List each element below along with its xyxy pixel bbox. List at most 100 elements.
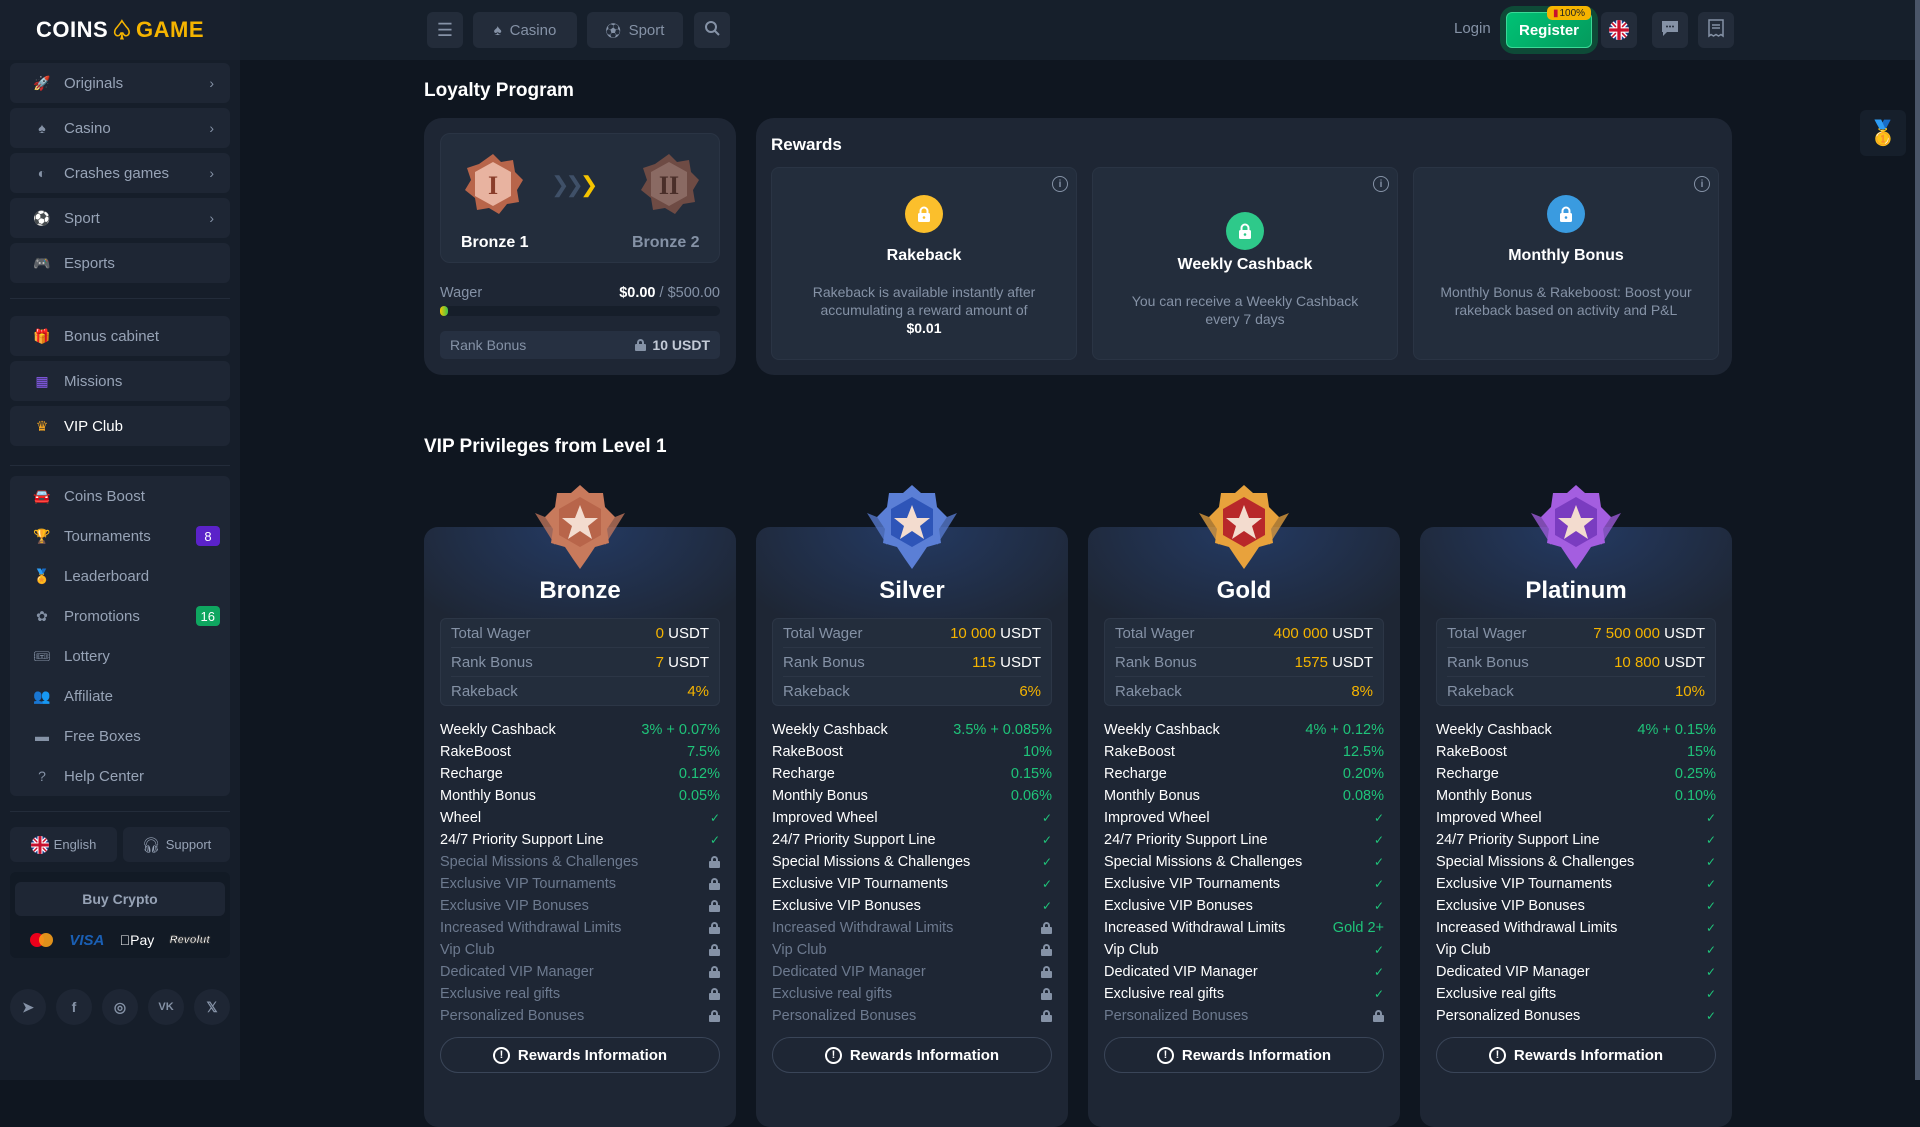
buy-crypto-button[interactable]: Buy Crypto (15, 882, 225, 916)
instagram-icon[interactable]: ◎ (102, 989, 138, 1025)
scrollbar[interactable] (1915, 0, 1920, 1080)
search-button[interactable] (694, 12, 730, 48)
info-icon[interactable]: i (1373, 176, 1389, 192)
login-link[interactable]: Login (1454, 20, 1491, 37)
lock-icon (635, 339, 647, 351)
feature-row: Vip Club (772, 939, 1052, 961)
telegram-icon[interactable]: ➤ (10, 989, 46, 1025)
wager-label: Wager (440, 285, 483, 301)
crown-icon: ♛ (35, 417, 49, 434)
lock-icon (1041, 944, 1052, 956)
sport-tab[interactable]: ⚽︎ Sport (587, 12, 683, 48)
feature-row: Recharge 0.15% (772, 766, 1052, 782)
bet-slip-button[interactable] (1698, 12, 1734, 48)
sidebar-item-coins-boost[interactable]: 🚘 Coins Boost (33, 487, 145, 505)
feature-list: Weekly Cashback 4% + 0.15% RakeBoost 15% Rec… (1436, 719, 1716, 1027)
feature-row: Improved Wheel ✓ (1104, 810, 1384, 826)
language-switcher[interactable] (1601, 12, 1637, 48)
rank-bonus-row: Rank Bonus 10 USDT (440, 331, 720, 359)
sidebar-item-vip-club[interactable]: ♛ VIP Club (10, 406, 230, 446)
info-icon[interactable]: i (1052, 176, 1068, 192)
language-button[interactable]: English (10, 827, 117, 862)
feature-row: Personalized Bonuses ✓ (1436, 1008, 1716, 1024)
lock-icon (1041, 922, 1052, 934)
logo[interactable]: COINS ♤ GAME (0, 0, 240, 60)
sidebar-item-sport[interactable]: ⚽ Sport › (10, 198, 230, 238)
lock-icon (709, 944, 720, 956)
sidebar-item-bonus-cabinet[interactable]: 🎁 Bonus cabinet (10, 316, 230, 356)
sidebar-item-missions[interactable]: ▦ Missions (10, 361, 230, 401)
hamburger-icon: ☰ (436, 19, 454, 40)
rewards-information-button[interactable]: ! Rewards Information (1436, 1037, 1716, 1073)
menu-button[interactable]: ☰ (427, 12, 463, 48)
sidebar-item-casino[interactable]: ♠ Casino › (10, 108, 230, 148)
tier-name: Bronze (539, 577, 621, 604)
feature-row: RakeBoost 12.5% (1104, 744, 1384, 760)
facebook-icon[interactable]: f (56, 989, 92, 1025)
check-icon: ✓ (1705, 899, 1716, 913)
medal-icon: 🏅 (33, 567, 51, 584)
lock-icon (709, 878, 720, 890)
feature-row: Exclusive VIP Bonuses ✓ (1104, 898, 1384, 914)
chat-button[interactable] (1652, 12, 1688, 48)
feature-row: Increased Withdrawal Limits ✓ (1436, 920, 1716, 936)
reward-card-weekly-cashback[interactable]: i Weekly Cashback You can receive a Week… (1092, 167, 1398, 360)
check-icon: ✓ (1705, 833, 1716, 847)
sidebar-item-promotions[interactable]: ✿ Promotions 16 (10, 596, 230, 636)
feature-list: Weekly Cashback 3.5% + 0.085% RakeBoost 10%… (772, 719, 1052, 1027)
spade-logo-icon: ♤ (110, 14, 134, 45)
tournament-icon: 🏆 (33, 527, 51, 544)
platinum-badge-icon (1531, 485, 1621, 569)
rewards-information-button[interactable]: ! Rewards Information (772, 1037, 1052, 1073)
info-icon[interactable]: i (1694, 176, 1710, 192)
check-icon: ✓ (1041, 899, 1052, 913)
count-badge: 16 (195, 606, 220, 626)
bronze-badge-icon (535, 485, 625, 569)
vk-icon[interactable]: VK (148, 989, 184, 1025)
sidebar-item-originals[interactable]: 🚀 Originals › (10, 63, 230, 103)
exclamation-icon: ! (1156, 1046, 1174, 1064)
svg-text:I: I (488, 171, 498, 200)
box-icon: ▬ (35, 728, 49, 744)
car-icon: 🚘 (33, 487, 51, 504)
check-icon: ✓ (1041, 833, 1052, 847)
gold-badge-icon (1199, 485, 1289, 569)
check-icon: ✓ (1041, 877, 1052, 891)
silver-badge-icon (867, 485, 957, 569)
casino-tab[interactable]: ♠ Casino (473, 12, 577, 48)
sidebar-item-free-boxes[interactable]: ▬ Free Boxes (35, 727, 141, 745)
sidebar-item-affiliate[interactable]: 👥 Affiliate (33, 687, 113, 705)
page-title: Loyalty Program (424, 80, 574, 101)
feature-row: Increased Withdrawal Limits (440, 917, 720, 939)
check-icon: ✓ (1705, 877, 1716, 891)
sidebar-item-tournaments[interactable]: 🏆 Tournaments 8 (10, 516, 230, 556)
sidebar-item-help-center[interactable]: ? Help Center (10, 756, 230, 796)
feature-row: Personalized Bonuses (1104, 1005, 1384, 1027)
sidebar-item-esports[interactable]: 🎮 Esports (10, 243, 230, 283)
ball-icon: ⚽︎ (605, 22, 621, 40)
count-badge: 8 (196, 526, 220, 546)
wager-value: $0.00 / $500.00 (619, 285, 720, 301)
feature-row: RakeBoost 10% (772, 744, 1052, 760)
lock-icon (709, 966, 720, 978)
reward-card-monthly-bonus[interactable]: i Monthly Bonus Monthly Bonus & Rakeboos… (1413, 167, 1719, 360)
bronze-1-badge-icon: I (465, 154, 523, 214)
mastercard-icon (30, 933, 54, 947)
support-button[interactable]: 🎧︎ Support (123, 827, 230, 862)
svg-text:II: II (659, 171, 679, 200)
vip-tier-card-platinum: Platinum Total Wager 7 500 000 USDT Rank … (1420, 485, 1732, 1127)
award-button[interactable]: 🥇 (1860, 110, 1906, 156)
reward-card-rakeback[interactable]: i Rakeback Rakeback is available instant… (771, 167, 1077, 360)
sidebar-item-crashes-games[interactable]: ◐ Crashes games › (10, 153, 230, 193)
rewards-information-button[interactable]: ! Rewards Information (440, 1037, 720, 1073)
rewards-information-button[interactable]: ! Rewards Information (1104, 1037, 1384, 1073)
check-icon: ✓ (1373, 877, 1384, 891)
feature-row: Special Missions & Challenges ✓ (1436, 854, 1716, 870)
x-icon[interactable]: 𝕏 (194, 989, 230, 1025)
sidebar-item-leaderboard[interactable]: 🏅 Leaderboard (33, 567, 150, 585)
reward-description: Rakeback is available instantly after ac… (812, 284, 1036, 336)
feature-row: Exclusive VIP Tournaments (440, 873, 720, 895)
lock-icon (1041, 966, 1052, 978)
lock-icon (905, 195, 943, 233)
sidebar-item-lottery[interactable]: 🎟 Lottery (33, 647, 110, 665)
